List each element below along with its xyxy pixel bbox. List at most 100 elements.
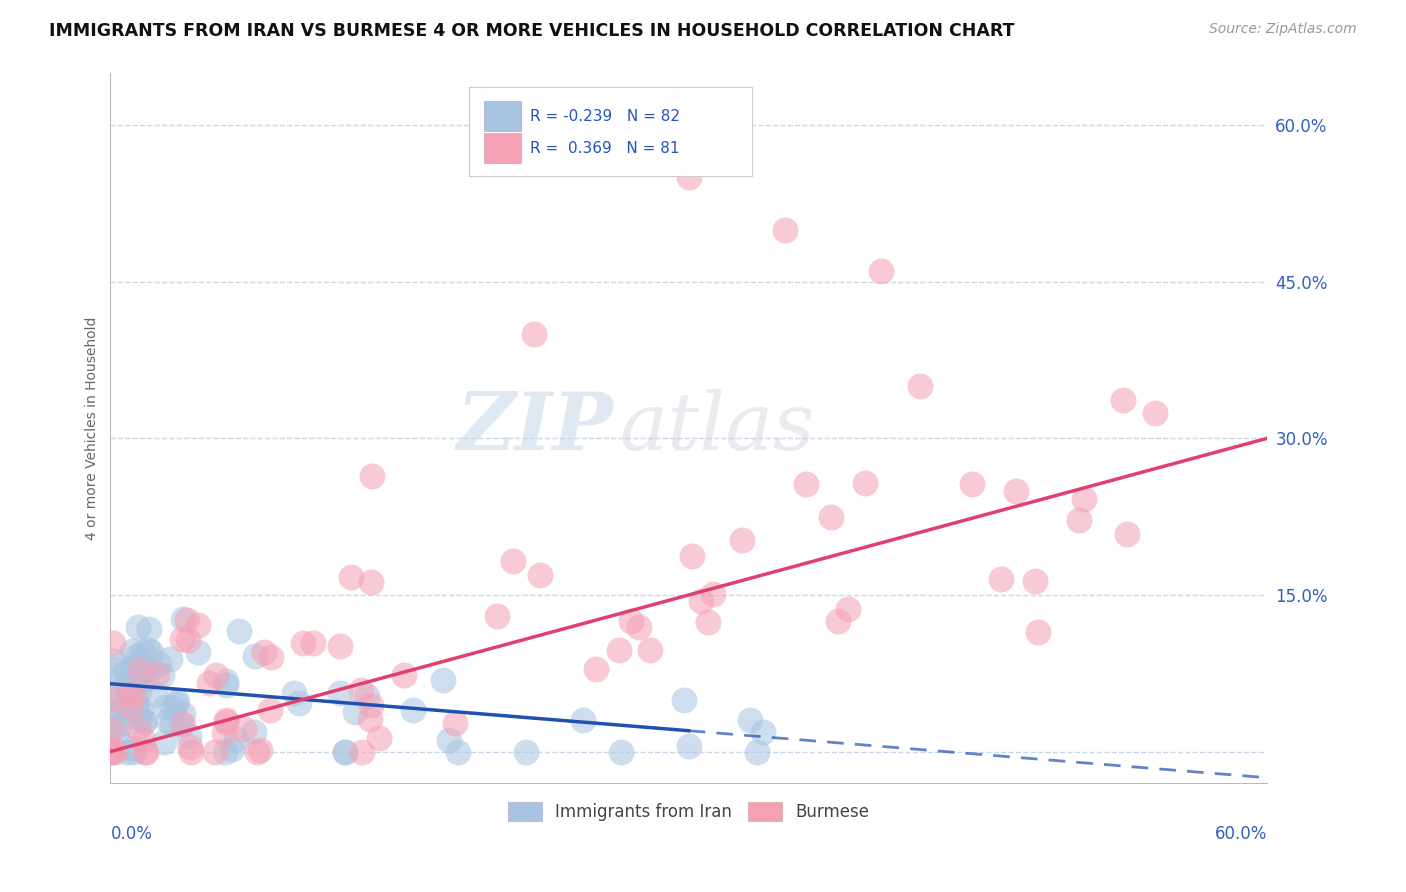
Point xyxy=(103,722,125,736)
Point xyxy=(127,648,149,663)
Point xyxy=(292,636,315,650)
Point xyxy=(329,640,352,654)
Point xyxy=(773,222,796,236)
Point xyxy=(447,745,470,759)
Point xyxy=(640,643,662,657)
Point xyxy=(179,740,201,755)
Point xyxy=(111,698,134,713)
FancyBboxPatch shape xyxy=(484,102,522,131)
Point xyxy=(745,745,768,759)
Point xyxy=(118,687,141,701)
Point xyxy=(162,701,184,715)
Point xyxy=(176,633,198,648)
Point xyxy=(233,723,256,737)
Point xyxy=(101,636,124,650)
Point xyxy=(356,689,378,703)
Point xyxy=(120,709,142,723)
Point xyxy=(350,683,373,698)
Point xyxy=(1112,392,1135,407)
Text: 60.0%: 60.0% xyxy=(1215,825,1267,843)
Point xyxy=(115,745,138,759)
Point xyxy=(439,733,461,747)
Point xyxy=(730,533,752,547)
Point xyxy=(115,678,138,692)
Point xyxy=(352,745,374,759)
Point xyxy=(260,649,283,664)
Point xyxy=(129,663,152,677)
Point xyxy=(990,572,1012,586)
Point xyxy=(153,699,176,714)
Point xyxy=(820,509,842,524)
Point xyxy=(125,694,148,708)
Point xyxy=(329,685,352,699)
Point xyxy=(301,636,323,650)
FancyBboxPatch shape xyxy=(484,133,522,163)
Point xyxy=(108,706,131,720)
Point xyxy=(111,716,134,731)
Point xyxy=(515,745,537,759)
Point xyxy=(225,731,247,746)
Point xyxy=(105,731,128,746)
Point xyxy=(165,697,187,711)
Point xyxy=(443,715,465,730)
Point xyxy=(172,717,194,731)
Text: R = -0.239   N = 82: R = -0.239 N = 82 xyxy=(530,109,681,124)
Point xyxy=(120,700,142,714)
Text: IMMIGRANTS FROM IRAN VS BURMESE 4 OR MORE VEHICLES IN HOUSEHOLD CORRELATION CHAR: IMMIGRANTS FROM IRAN VS BURMESE 4 OR MOR… xyxy=(49,22,1015,40)
Point xyxy=(122,745,145,759)
Point xyxy=(172,632,194,646)
Point xyxy=(1005,483,1028,498)
Y-axis label: 4 or more Vehicles in Household: 4 or more Vehicles in Household xyxy=(86,317,100,540)
Point xyxy=(176,613,198,627)
Point xyxy=(432,673,454,688)
Point xyxy=(367,731,389,746)
Point xyxy=(1116,527,1139,541)
Point xyxy=(204,745,226,759)
Point xyxy=(1067,513,1090,527)
Point xyxy=(121,740,143,755)
Point xyxy=(177,729,200,743)
Point xyxy=(243,649,266,664)
Point xyxy=(180,745,202,759)
Point xyxy=(960,477,983,491)
Point xyxy=(187,645,209,659)
Point xyxy=(172,612,194,626)
Point xyxy=(100,745,122,759)
Point xyxy=(100,722,122,736)
Point xyxy=(117,679,139,693)
Point xyxy=(104,745,127,759)
Point xyxy=(100,745,122,759)
Point xyxy=(129,703,152,717)
Point xyxy=(1026,624,1049,639)
Point xyxy=(287,697,309,711)
Point xyxy=(392,668,415,682)
Text: Source: ZipAtlas.com: Source: ZipAtlas.com xyxy=(1209,22,1357,37)
Point xyxy=(360,574,382,589)
Point xyxy=(738,713,761,727)
Point xyxy=(1143,406,1166,420)
Point xyxy=(359,712,381,726)
Point xyxy=(159,652,181,666)
Point xyxy=(339,569,361,583)
Point xyxy=(132,714,155,728)
Point xyxy=(335,745,357,759)
Point xyxy=(138,623,160,637)
Point xyxy=(198,676,221,690)
Point xyxy=(1024,574,1046,589)
Point xyxy=(148,657,170,672)
Point xyxy=(870,264,893,278)
Legend: Immigrants from Iran, Burmese: Immigrants from Iran, Burmese xyxy=(502,796,876,828)
Point xyxy=(100,687,122,701)
Point xyxy=(172,707,194,722)
Point xyxy=(110,700,132,714)
Point xyxy=(127,722,149,736)
Point xyxy=(104,692,127,706)
Point xyxy=(689,594,711,608)
Point xyxy=(486,608,509,623)
Point xyxy=(135,672,157,686)
Point xyxy=(259,703,281,717)
Point xyxy=(131,659,153,673)
Point xyxy=(100,745,122,759)
Point xyxy=(122,688,145,702)
Point xyxy=(135,745,157,759)
